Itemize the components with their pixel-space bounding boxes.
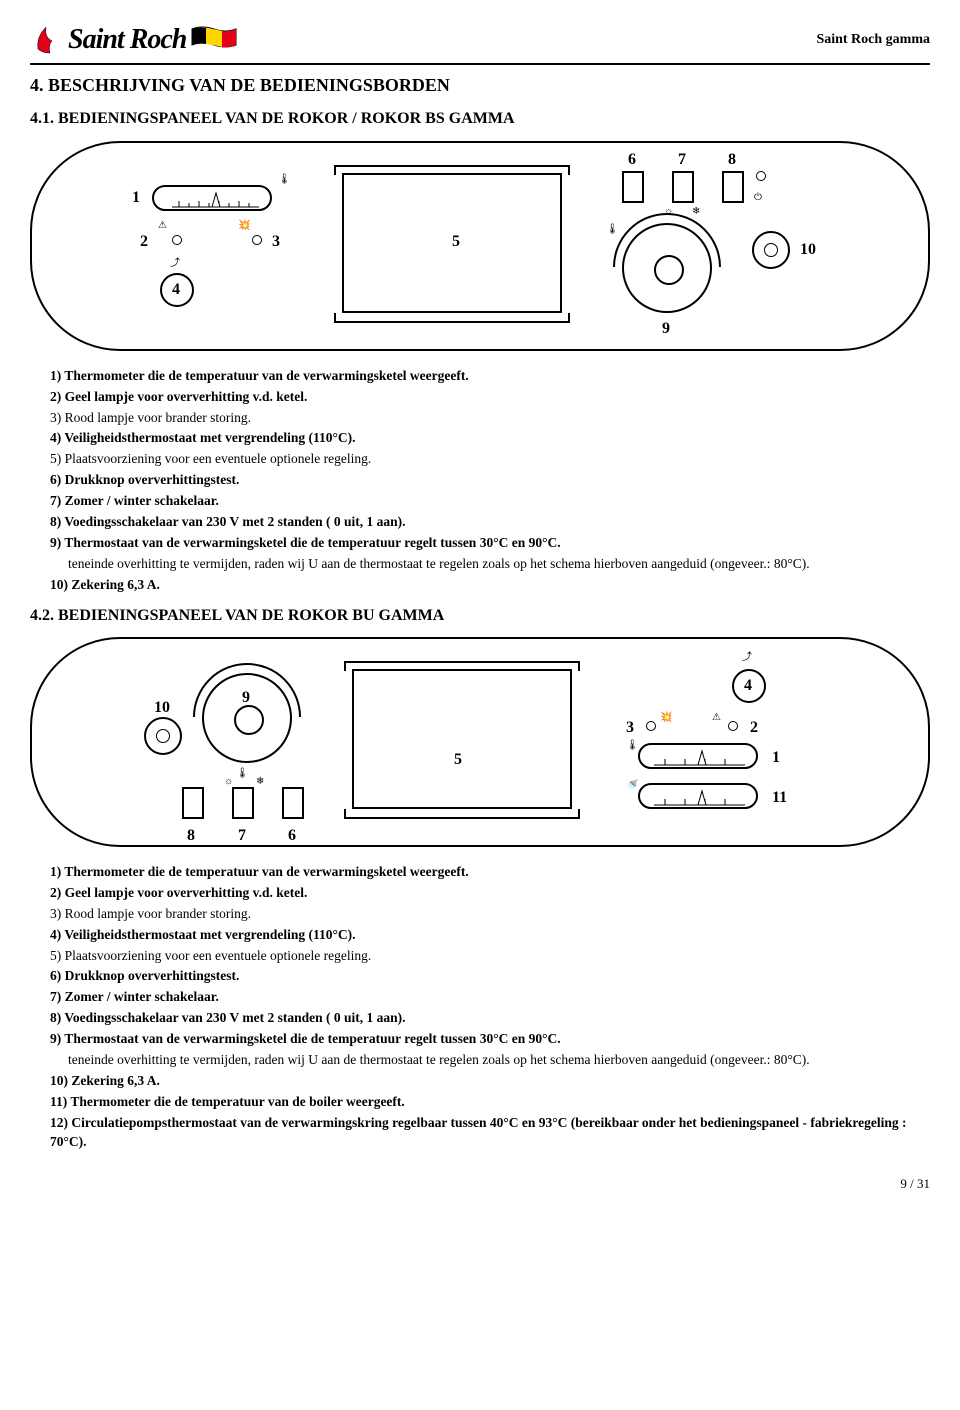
list-item: 7) Zomer / winter schakelaar. bbox=[50, 492, 930, 511]
screen-top-trim bbox=[334, 165, 570, 175]
p2-switch-6 bbox=[282, 787, 304, 819]
p2-fuse-button bbox=[144, 717, 182, 755]
p2-label-11: 11 bbox=[772, 787, 787, 809]
list-item: 9) Thermostaat van de verwarmingsketel d… bbox=[50, 1030, 930, 1049]
list-item: 11) Thermometer die de temperatuur van d… bbox=[50, 1093, 930, 1112]
section-4-title: 4. BESCHRIJVING VAN DE BEDIENINGSBORDEN bbox=[30, 73, 930, 98]
panel-diagram-1: 5 1 🌡 2 ⚠ 3 💥 4 ⤴ 6 7 ☼ ❄ 8 ⏻ bbox=[30, 141, 930, 351]
p2-thermo-11 bbox=[638, 783, 758, 809]
thermo-icon: 🌡 bbox=[278, 173, 291, 187]
switch-6 bbox=[622, 171, 644, 203]
p2-label-10: 10 bbox=[154, 697, 170, 719]
list-item: 5) Plaatsvoorziening voor een eventuele … bbox=[50, 450, 930, 469]
p2-thermo11-icon: 🚿 bbox=[626, 779, 638, 793]
list-item: 10) Zekering 6,3 A. bbox=[50, 576, 930, 595]
list-item: 4) Veiligheidsthermostaat met vergrendel… bbox=[50, 926, 930, 945]
p2-overheat-icon: ⚠ bbox=[712, 711, 721, 725]
list-item: 2) Geel lampje voor oververhitting v.d. … bbox=[50, 884, 930, 903]
p2-label-7: 7 bbox=[238, 825, 246, 847]
screen-bottom-trim bbox=[334, 313, 570, 323]
list-item: 8) Voedingsschakelaar van 230 V met 2 st… bbox=[50, 513, 930, 532]
list-item: 6) Drukknop oververhittingstest. bbox=[50, 967, 930, 986]
list-item: 8) Voedingsschakelaar van 230 V met 2 st… bbox=[50, 1009, 930, 1028]
screen2-bottom-trim bbox=[344, 809, 580, 819]
p2-summer-icon: ☼ bbox=[224, 775, 233, 789]
p2-switch-7 bbox=[232, 787, 254, 819]
p2-red-lamp bbox=[646, 721, 656, 731]
p2-label-8: 8 bbox=[187, 825, 195, 847]
yellow-lamp bbox=[172, 235, 182, 245]
list-item: 3) Rood lampje voor brander storing. bbox=[50, 409, 930, 428]
p2-label-9: 9 bbox=[242, 687, 250, 709]
p2-label-1: 1 bbox=[772, 747, 780, 769]
p2-label-3: 3 bbox=[626, 717, 634, 739]
p2-thermo1-icon: 🌡 bbox=[626, 739, 639, 753]
p2-switch-8 bbox=[182, 787, 204, 819]
flame-icon bbox=[30, 23, 64, 57]
p2-winter-icon: ❄ bbox=[256, 775, 264, 789]
overheat-icon: ⚠ bbox=[158, 219, 167, 233]
switch-7 bbox=[672, 171, 694, 203]
panel-diagram-2: 5 9 🌡 10 8 7 ☼ ❄ 6 4 ⤴ 3 💥 2 ⚠ 1 🌡 11 🚿 bbox=[30, 637, 930, 847]
label-2: 2 bbox=[140, 231, 148, 253]
page-footer: 9 / 31 bbox=[30, 1175, 930, 1193]
thermometer-gauge bbox=[152, 185, 272, 211]
page-header: Saint Roch Saint Roch gamma bbox=[30, 20, 930, 65]
p2-burner-icon: 💥 bbox=[660, 711, 672, 725]
list-item: 12) Circulatiepompsthermostaat van de ve… bbox=[50, 1114, 930, 1152]
list-item: 5) Plaatsvoorziening voor een eventuele … bbox=[50, 947, 930, 966]
list-41: 1) Thermometer die de temperatuur van de… bbox=[30, 367, 930, 595]
burner-icon: 💥 bbox=[238, 219, 250, 233]
screen2-top-trim bbox=[344, 661, 580, 671]
switch-8 bbox=[722, 171, 744, 203]
p2-yellow-lamp bbox=[728, 721, 738, 731]
list-item: 9) Thermostaat van de verwarmingsketel d… bbox=[50, 534, 930, 553]
label-6: 6 bbox=[628, 149, 636, 171]
thermometer-icon bbox=[154, 187, 274, 213]
header-right-label: Saint Roch gamma bbox=[816, 30, 930, 50]
p2-label-5: 5 bbox=[454, 749, 462, 771]
section-41-title: 4.1. BEDIENINGSPANEEL VAN DE ROKOR / ROK… bbox=[30, 108, 930, 130]
brand-logo: Saint Roch bbox=[30, 20, 240, 59]
list-item: 10) Zekering 6,3 A. bbox=[50, 1072, 930, 1091]
power-led bbox=[756, 171, 766, 181]
reset-icon: ⤴ bbox=[170, 257, 180, 271]
p2-label-4: 4 bbox=[744, 675, 752, 697]
dial-thermo-icon: 🌡 bbox=[606, 223, 619, 237]
fuse-button bbox=[752, 231, 790, 269]
brand-flag-icon bbox=[190, 25, 240, 55]
list-item: 3) Rood lampje voor brander storing. bbox=[50, 905, 930, 924]
list-item: teneinde overhitting te vermijden, raden… bbox=[50, 555, 930, 574]
list-item: 6) Drukknop oververhittingstest. bbox=[50, 471, 930, 490]
red-lamp bbox=[252, 235, 262, 245]
label-8: 8 bbox=[728, 149, 736, 171]
list-item: 4) Veiligheidsthermostaat met vergrendel… bbox=[50, 429, 930, 448]
list-item: 7) Zomer / winter schakelaar. bbox=[50, 988, 930, 1007]
label-3: 3 bbox=[272, 231, 280, 253]
label-1: 1 bbox=[132, 187, 140, 209]
list-item: 1) Thermometer die de temperatuur van de… bbox=[50, 367, 930, 386]
power-icon: ⏻ bbox=[754, 191, 762, 205]
dial-arc bbox=[610, 211, 724, 271]
list-item: teneinde overhitting te vermijden, raden… bbox=[50, 1051, 930, 1070]
p2-label-2: 2 bbox=[750, 717, 758, 739]
label-7: 7 bbox=[678, 149, 686, 171]
p2-dial-thermo-icon: 🌡 bbox=[236, 767, 249, 781]
p2-label-6: 6 bbox=[288, 825, 296, 847]
label-4: 4 bbox=[172, 279, 180, 301]
label-9: 9 bbox=[662, 318, 670, 340]
list-item: 1) Thermometer die de temperatuur van de… bbox=[50, 863, 930, 882]
brand-name: Saint Roch bbox=[68, 20, 186, 59]
p2-reset-icon: ⤴ bbox=[742, 651, 752, 665]
label-10: 10 bbox=[800, 239, 816, 261]
list-item: 2) Geel lampje voor oververhitting v.d. … bbox=[50, 388, 930, 407]
list-42: 1) Thermometer die de temperatuur van de… bbox=[30, 863, 930, 1151]
section-42-title: 4.2. BEDIENINGSPANEEL VAN DE ROKOR BU GA… bbox=[30, 605, 930, 627]
panel2-screen bbox=[352, 669, 572, 809]
p2-thermo-1 bbox=[638, 743, 758, 769]
label-5: 5 bbox=[452, 231, 460, 253]
